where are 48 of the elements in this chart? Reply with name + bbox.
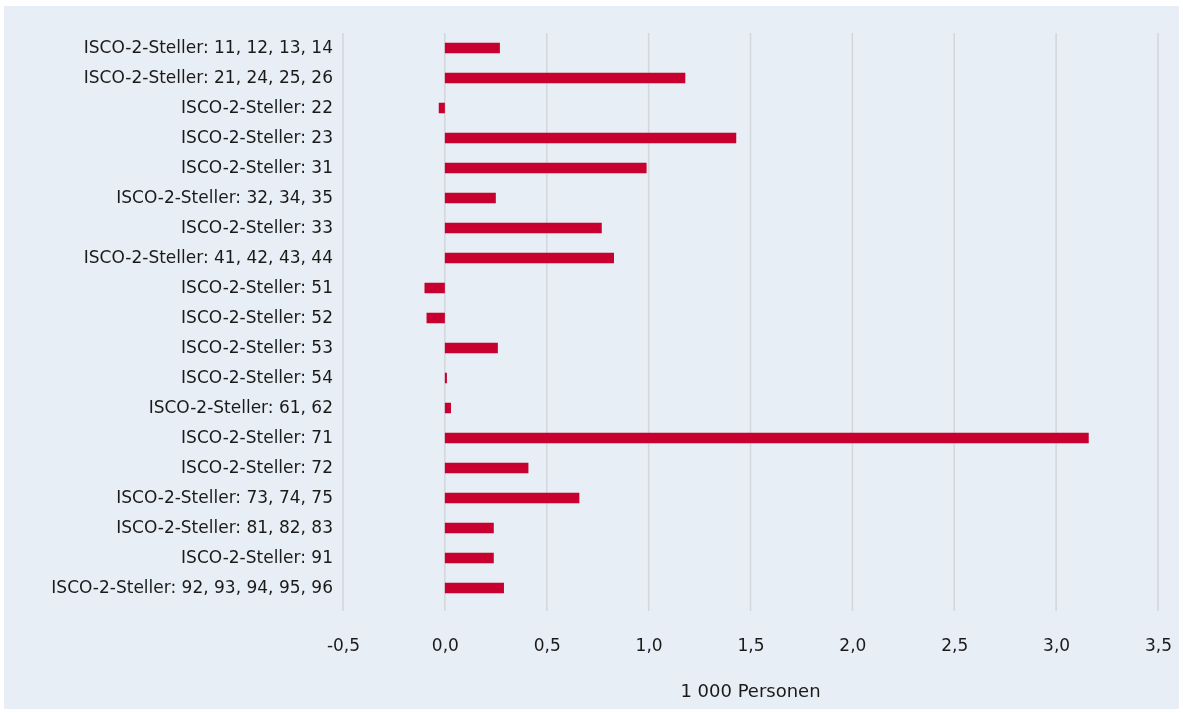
y-tick-label: ISCO-2-Steller: 51 xyxy=(181,277,333,298)
x-tick-label: -0,5 xyxy=(326,635,361,656)
bar xyxy=(444,552,494,564)
bar xyxy=(444,492,580,504)
y-tick-label: ISCO-2-Steller: 21, 24, 25, 26 xyxy=(83,67,333,88)
x-tick-label: 3,0 xyxy=(1043,635,1071,656)
y-tick-label: ISCO-2-Steller: 72 xyxy=(181,457,333,478)
x-axis-title: 1 000 Personen xyxy=(680,680,821,701)
y-tick-label: ISCO-2-Steller: 31 xyxy=(181,157,333,178)
y-tick-label: ISCO-2-Steller: 32, 34, 35 xyxy=(116,187,333,208)
bar xyxy=(424,282,445,294)
y-tick-label: ISCO-2-Steller: 11, 12, 13, 14 xyxy=(83,37,333,58)
bar xyxy=(438,102,445,114)
bar xyxy=(444,222,602,234)
y-tick-label: ISCO-2-Steller: 61, 62 xyxy=(148,397,333,418)
x-tick-label: 2,5 xyxy=(941,635,969,656)
bar xyxy=(444,432,1089,444)
x-tick-label: 1,0 xyxy=(635,635,663,656)
x-tick-label: 1,5 xyxy=(737,635,765,656)
bar xyxy=(444,342,498,354)
bar xyxy=(444,402,451,414)
y-tick-label: ISCO-2-Steller: 71 xyxy=(181,427,333,448)
x-tick-label: 0,5 xyxy=(533,635,561,656)
bar xyxy=(444,132,737,144)
y-tick-label: ISCO-2-Steller: 53 xyxy=(181,337,333,358)
y-tick-label: ISCO-2-Steller: 33 xyxy=(181,217,333,238)
y-tick-label: ISCO-2-Steller: 91 xyxy=(181,547,333,568)
bar xyxy=(444,252,614,264)
y-tick-label: ISCO-2-Steller: 22 xyxy=(181,97,333,118)
y-tick-label: ISCO-2-Steller: 92, 93, 94, 95, 96 xyxy=(51,577,333,598)
y-tick-label: ISCO-2-Steller: 23 xyxy=(181,127,333,148)
bar xyxy=(444,462,529,474)
bar xyxy=(444,72,686,84)
y-tick-label: ISCO-2-Steller: 73, 74, 75 xyxy=(116,487,333,508)
bar xyxy=(444,42,500,54)
x-tick-label: 3,5 xyxy=(1144,635,1173,656)
bar xyxy=(426,312,445,324)
y-tick-label: ISCO-2-Steller: 41, 42, 43, 44 xyxy=(83,247,333,268)
y-tick-label: ISCO-2-Steller: 81, 82, 83 xyxy=(116,517,333,538)
bar xyxy=(444,162,647,174)
bar xyxy=(444,522,494,534)
bar xyxy=(444,582,504,594)
bar xyxy=(444,192,496,204)
y-tick-label: ISCO-2-Steller: 54 xyxy=(181,367,333,388)
x-tick-label: 2,0 xyxy=(839,635,867,656)
x-tick-label: 0,0 xyxy=(431,635,459,656)
bar xyxy=(444,372,447,384)
y-tick-label: ISCO-2-Steller: 52 xyxy=(181,307,333,328)
